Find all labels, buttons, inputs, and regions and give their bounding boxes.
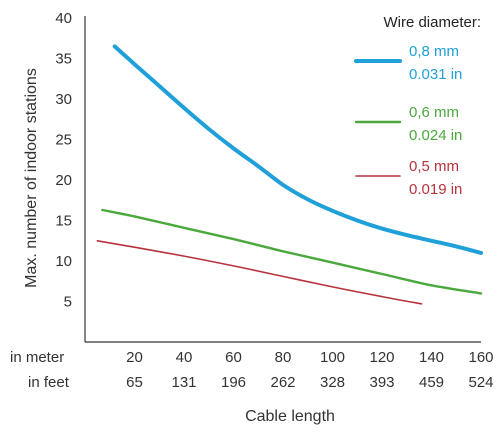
y-tick-label: 35 <box>55 51 72 68</box>
x-tick-label-meter: 140 <box>419 349 444 366</box>
x-tick-label-feet: 459 <box>419 374 444 391</box>
x-tick-label-feet: 328 <box>320 374 345 391</box>
y-tick-label: 15 <box>55 213 72 230</box>
x-tick-label-feet: 196 <box>221 374 246 391</box>
legend-label-mm: 0,8 mm <box>409 43 459 60</box>
y-tick-label: 30 <box>55 91 72 108</box>
legend-label-mm: 0,5 mm <box>409 158 459 175</box>
x-tick-label-feet: 131 <box>171 374 196 391</box>
legend-label-inch: 0.031 in <box>409 66 462 83</box>
legend-title: Wire diameter: <box>383 14 481 31</box>
x-tick-label-feet: 393 <box>369 374 394 391</box>
series-lines <box>96 44 483 305</box>
x-tick-label-meter: 160 <box>468 349 493 366</box>
y-tick-label: 25 <box>55 132 72 149</box>
series-line-3 <box>96 240 423 305</box>
x-tick-label-meter: 40 <box>176 349 193 366</box>
x-row-label-feet: in feet <box>28 374 70 391</box>
y-tick-label: 20 <box>55 172 72 189</box>
x-tick-label-meter: 60 <box>225 349 242 366</box>
legend-label-inch: 0.019 in <box>409 181 462 198</box>
y-tick-label: 10 <box>55 253 72 270</box>
x-tick-label-meter: 120 <box>369 349 394 366</box>
y-axis-title: Max. number of indoor stations <box>23 68 40 288</box>
x-axis-title: Cable length <box>245 408 335 425</box>
legend-label-mm: 0,6 mm <box>409 104 459 121</box>
x-tick-label-meter: 20 <box>126 349 143 366</box>
legend-label-inch: 0.024 in <box>409 127 462 144</box>
y-tick-label: 5 <box>64 294 72 311</box>
legend: 0,8 mm 0.031 in 0,6 mm 0.024 in 0,5 mm 0.019 … <box>354 43 462 198</box>
x-tick-label-feet: 524 <box>468 374 493 391</box>
x-tick-label-feet: 262 <box>270 374 295 391</box>
series-line-2 <box>101 208 483 295</box>
x-tick-label-meter: 100 <box>320 349 345 366</box>
x-row-label-meter: in meter <box>10 349 64 366</box>
y-tick-label: 40 <box>55 10 72 27</box>
x-tick-label-meter: 80 <box>275 349 292 366</box>
x-tick-label-feet: 65 <box>126 374 143 391</box>
series-line-1 <box>112 44 483 255</box>
x-tick-labels: 20 65 40 131 60 196 80 262 100 328 120 393 140 459 160… <box>126 349 493 391</box>
y-tick-labels: 5 10 15 20 25 30 35 40 <box>55 10 72 311</box>
